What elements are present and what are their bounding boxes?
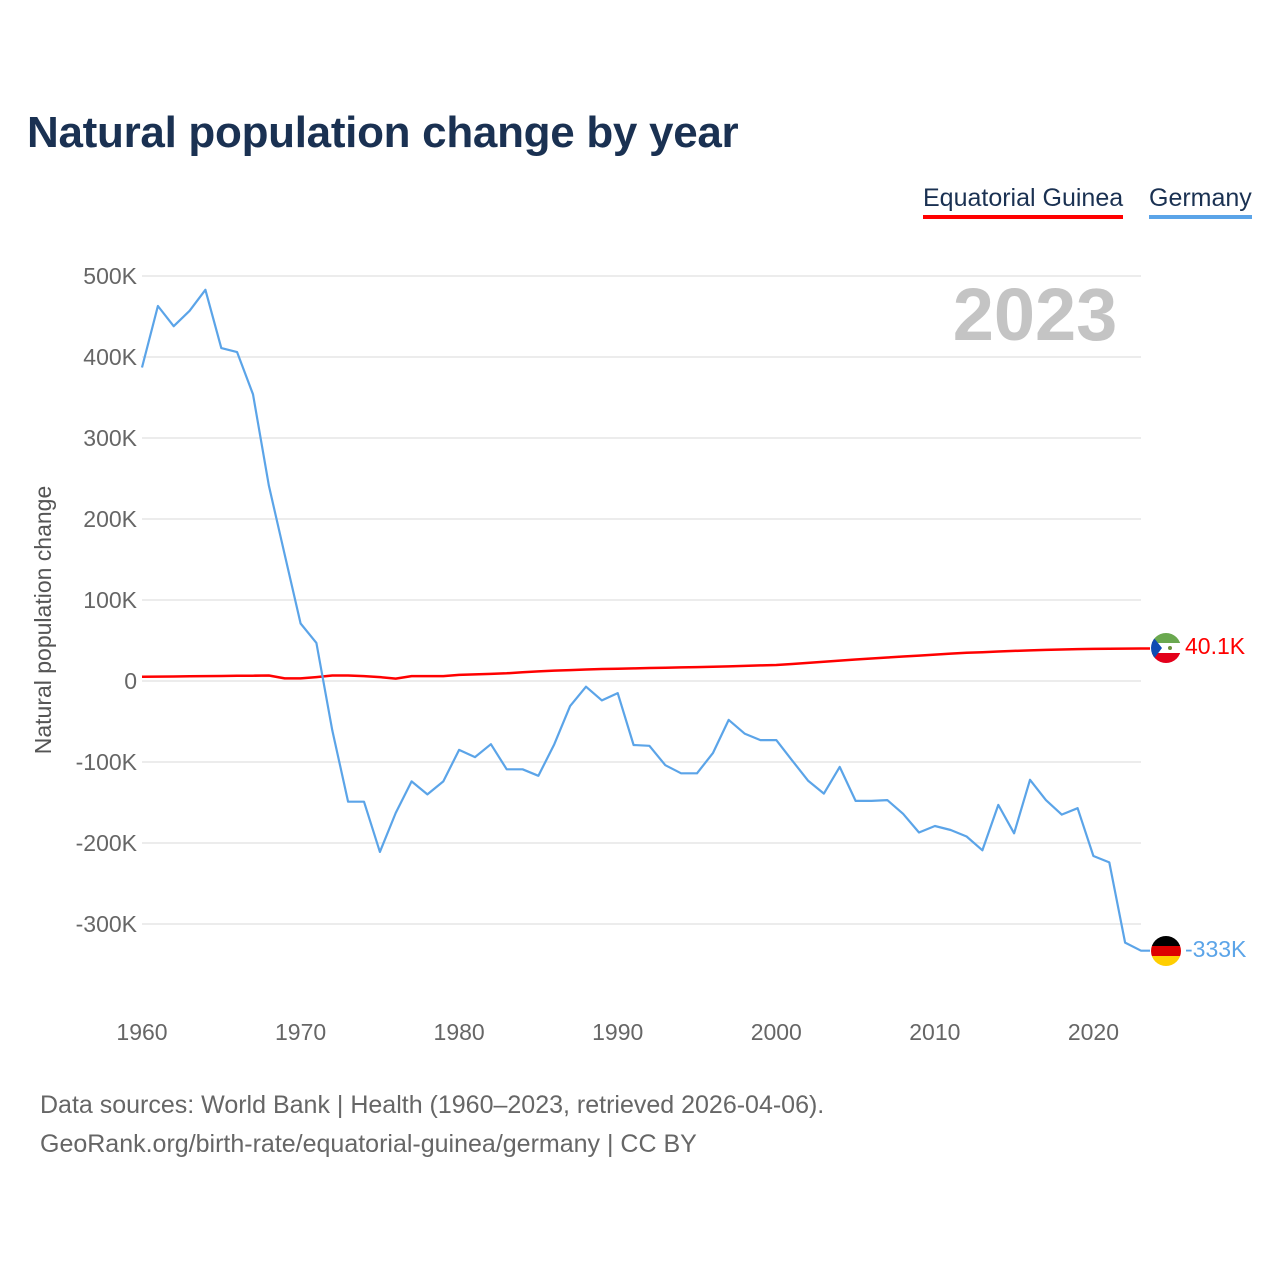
x-tick-label: 1980 (434, 1019, 485, 1045)
legend-germany[interactable]: Germany (1149, 184, 1252, 219)
germany-flag-icon (1151, 936, 1181, 966)
y-tick-label: 200K (83, 506, 137, 532)
y-tick-label: -300K (76, 911, 138, 937)
series-line-germany[interactable] (140, 288, 1150, 952)
x-tick-label: 2020 (1068, 1019, 1119, 1045)
legend-equatorial-guinea[interactable]: Equatorial Guinea (923, 184, 1124, 219)
y-tick-label: -200K (76, 830, 138, 856)
chart-title: Natural population change by year (27, 108, 739, 157)
y-tick-label: 0 (124, 668, 137, 694)
attribution-link[interactable]: GeoRank.org/birth-rate/equatorial-guinea… (40, 1130, 697, 1158)
x-tick-label: 2000 (751, 1019, 802, 1045)
x-tick-label: 1990 (592, 1019, 643, 1045)
footer: Data sources: World Bank | Health (1960–… (40, 1086, 824, 1164)
y-tick-label: -100K (76, 749, 138, 775)
x-tick-label: 1960 (116, 1019, 167, 1045)
y-tick-label: 300K (83, 425, 137, 451)
x-tick-label: 1970 (275, 1019, 326, 1045)
x-tick-label: 2010 (909, 1019, 960, 1045)
end-label-germany: -333K (1185, 936, 1247, 962)
equatorial-guinea-flag-icon (1151, 633, 1181, 663)
y-tick-label: 400K (83, 344, 137, 370)
end-label-equatorial-guinea: 40.1K (1185, 633, 1246, 659)
series-line-equatorial-guinea[interactable] (141, 647, 1150, 680)
y-axis-label: Natural population change (30, 486, 56, 755)
y-tick-label: 500K (83, 263, 137, 289)
year-watermark: 2023 (953, 273, 1118, 356)
data-sources: Data sources: World Bank | Health (1960–… (40, 1091, 825, 1119)
y-tick-label: 100K (83, 587, 137, 613)
